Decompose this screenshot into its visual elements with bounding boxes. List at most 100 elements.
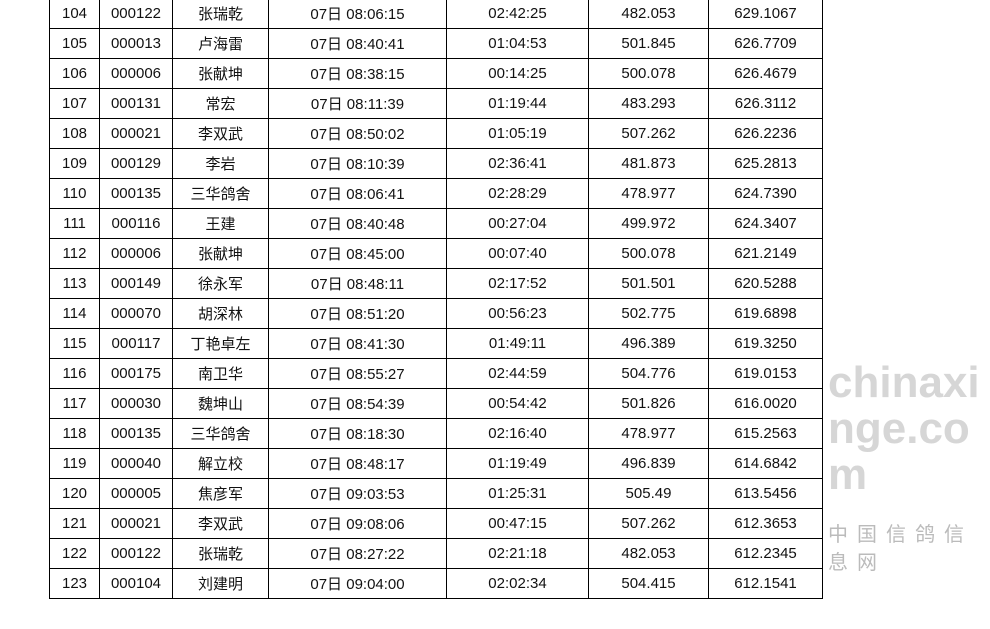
cell-flight-time: 02:16:40 <box>446 418 589 449</box>
table-row: 122 000122 张瑞乾 07日 08:27:22 02:21:18 482.053 6… <box>49 538 823 569</box>
cell-ring-id: 000135 <box>99 418 173 449</box>
cell-flight-time: 02:28:29 <box>446 178 589 209</box>
cell-ring-id: 000122 <box>99 538 173 569</box>
cell-owner: 张献坤 <box>172 238 269 269</box>
cell-flight-time: 01:19:44 <box>446 88 589 119</box>
cell-arrival-time: 07日 08:55:27 <box>268 358 447 389</box>
cell-rank: 106 <box>49 58 100 89</box>
cell-ring-id: 000013 <box>99 28 173 59</box>
cell-rank: 120 <box>49 478 100 509</box>
table-row: 118 000135 三华鸽舍 07日 08:18:30 02:16:40 478.977… <box>49 418 823 449</box>
cell-flight-time: 01:49:11 <box>446 328 589 359</box>
cell-flight-time: 02:17:52 <box>446 268 589 299</box>
cell-speed: 619.0153 <box>708 358 823 389</box>
cell-arrival-time: 07日 08:48:17 <box>268 448 447 479</box>
cell-distance: 483.293 <box>588 88 709 119</box>
cell-arrival-time: 07日 08:40:48 <box>268 208 447 239</box>
cell-ring-id: 000021 <box>99 118 173 149</box>
cell-ring-id: 000040 <box>99 448 173 479</box>
cell-arrival-time: 07日 08:40:41 <box>268 28 447 59</box>
cell-flight-time: 02:44:59 <box>446 358 589 389</box>
cell-arrival-time: 07日 08:51:20 <box>268 298 447 329</box>
cell-distance: 482.053 <box>588 538 709 569</box>
cell-arrival-time: 07日 08:06:41 <box>268 178 447 209</box>
cell-speed: 612.3653 <box>708 508 823 539</box>
cell-speed: 624.7390 <box>708 178 823 209</box>
cell-speed: 621.2149 <box>708 238 823 269</box>
table-row: 116 000175 南卫华 07日 08:55:27 02:44:59 504.776 6… <box>49 358 823 389</box>
watermark-site: chinaxinge.com <box>828 358 980 499</box>
cell-ring-id: 000116 <box>99 208 173 239</box>
table-row: 113 000149 徐永军 07日 08:48:11 02:17:52 501.501 6… <box>49 268 823 299</box>
table-row: 112 000006 张献坤 07日 08:45:00 00:07:40 500.078 6… <box>49 238 823 269</box>
table-row: 114 000070 胡深林 07日 08:51:20 00:56:23 502.775 6… <box>49 298 823 329</box>
cell-arrival-time: 07日 08:45:00 <box>268 238 447 269</box>
cell-owner: 魏坤山 <box>172 388 269 419</box>
table-row: 119 000040 解立校 07日 08:48:17 01:19:49 496.839 6… <box>49 448 823 479</box>
cell-distance: 501.845 <box>588 28 709 59</box>
table-row: 105 000013 卢海雷 07日 08:40:41 01:04:53 501.845 6… <box>49 28 823 59</box>
cell-speed: 616.0020 <box>708 388 823 419</box>
cell-rank: 123 <box>49 568 100 599</box>
cell-arrival-time: 07日 08:10:39 <box>268 148 447 179</box>
cell-flight-time: 00:27:04 <box>446 208 589 239</box>
cell-flight-time: 01:05:19 <box>446 118 589 149</box>
cell-flight-time: 00:56:23 <box>446 298 589 329</box>
cell-speed: 626.7709 <box>708 28 823 59</box>
cell-arrival-time: 07日 08:38:15 <box>268 58 447 89</box>
cell-ring-id: 000129 <box>99 148 173 179</box>
cell-arrival-time: 07日 08:41:30 <box>268 328 447 359</box>
cell-rank: 108 <box>49 118 100 149</box>
cell-ring-id: 000149 <box>99 268 173 299</box>
cell-owner: 解立校 <box>172 448 269 479</box>
cell-owner: 卢海雷 <box>172 28 269 59</box>
cell-ring-id: 000070 <box>99 298 173 329</box>
cell-rank: 121 <box>49 508 100 539</box>
cell-distance: 504.776 <box>588 358 709 389</box>
cell-speed: 612.2345 <box>708 538 823 569</box>
cell-flight-time: 02:21:18 <box>446 538 589 569</box>
cell-flight-time: 02:42:25 <box>446 0 589 29</box>
table-row: 108 000021 李双武 07日 08:50:02 01:05:19 507.262 6… <box>49 118 823 149</box>
cell-ring-id: 000135 <box>99 178 173 209</box>
cell-speed: 619.3250 <box>708 328 823 359</box>
cell-ring-id: 000131 <box>99 88 173 119</box>
cell-ring-id: 000005 <box>99 478 173 509</box>
cell-owner: 李岩 <box>172 148 269 179</box>
table-row: 115 000117 丁艳卓左 07日 08:41:30 01:49:11 496.389… <box>49 328 823 359</box>
cell-flight-time: 00:47:15 <box>446 508 589 539</box>
cell-owner: 胡深林 <box>172 298 269 329</box>
cell-distance: 478.977 <box>588 178 709 209</box>
cell-speed: 629.1067 <box>708 0 823 29</box>
table-row: 109 000129 李岩 07日 08:10:39 02:36:41 481.873 62… <box>49 148 823 179</box>
cell-owner: 张献坤 <box>172 58 269 89</box>
cell-flight-time: 01:04:53 <box>446 28 589 59</box>
cell-owner: 刘建明 <box>172 568 269 599</box>
cell-speed: 625.2813 <box>708 148 823 179</box>
cell-flight-time: 00:54:42 <box>446 388 589 419</box>
cell-rank: 105 <box>49 28 100 59</box>
watermark-name: 中国信鸽信息网 <box>828 522 973 574</box>
cell-flight-time: 01:19:49 <box>446 448 589 479</box>
cell-rank: 118 <box>49 418 100 449</box>
table-row: 111 000116 王建 07日 08:40:48 00:27:04 499.972 62… <box>49 208 823 239</box>
cell-owner: 常宏 <box>172 88 269 119</box>
cell-rank: 107 <box>49 88 100 119</box>
cell-distance: 502.775 <box>588 298 709 329</box>
table-row: 107 000131 常宏 07日 08:11:39 01:19:44 483.293 62… <box>49 88 823 119</box>
cell-rank: 112 <box>49 238 100 269</box>
results-table: 104 000122 张瑞乾 07日 08:06:15 02:42:25 482.053 6… <box>49 0 823 599</box>
cell-arrival-time: 07日 08:27:22 <box>268 538 447 569</box>
cell-rank: 111 <box>49 208 100 239</box>
cell-ring-id: 000006 <box>99 238 173 269</box>
cell-rank: 117 <box>49 388 100 419</box>
cell-ring-id: 000117 <box>99 328 173 359</box>
cell-flight-time: 02:02:34 <box>446 568 589 599</box>
cell-flight-time: 00:14:25 <box>446 58 589 89</box>
cell-arrival-time: 07日 09:08:06 <box>268 508 447 539</box>
cell-arrival-time: 07日 08:11:39 <box>268 88 447 119</box>
cell-speed: 619.6898 <box>708 298 823 329</box>
cell-speed: 626.3112 <box>708 88 823 119</box>
cell-speed: 620.5288 <box>708 268 823 299</box>
cell-ring-id: 000104 <box>99 568 173 599</box>
